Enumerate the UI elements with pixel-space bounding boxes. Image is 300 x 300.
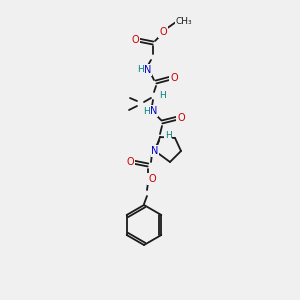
Text: H: H <box>159 91 165 100</box>
Text: H: H <box>136 65 143 74</box>
Text: O: O <box>131 35 139 45</box>
Text: H: H <box>165 131 171 140</box>
Text: N: N <box>144 65 152 75</box>
Text: H: H <box>142 106 149 116</box>
Text: O: O <box>159 27 167 37</box>
Text: O: O <box>177 113 185 123</box>
Text: O: O <box>170 73 178 83</box>
Text: N: N <box>151 146 159 156</box>
Text: N: N <box>150 106 158 116</box>
Text: O: O <box>148 174 156 184</box>
Text: O: O <box>126 157 134 167</box>
Text: CH₃: CH₃ <box>176 16 192 26</box>
